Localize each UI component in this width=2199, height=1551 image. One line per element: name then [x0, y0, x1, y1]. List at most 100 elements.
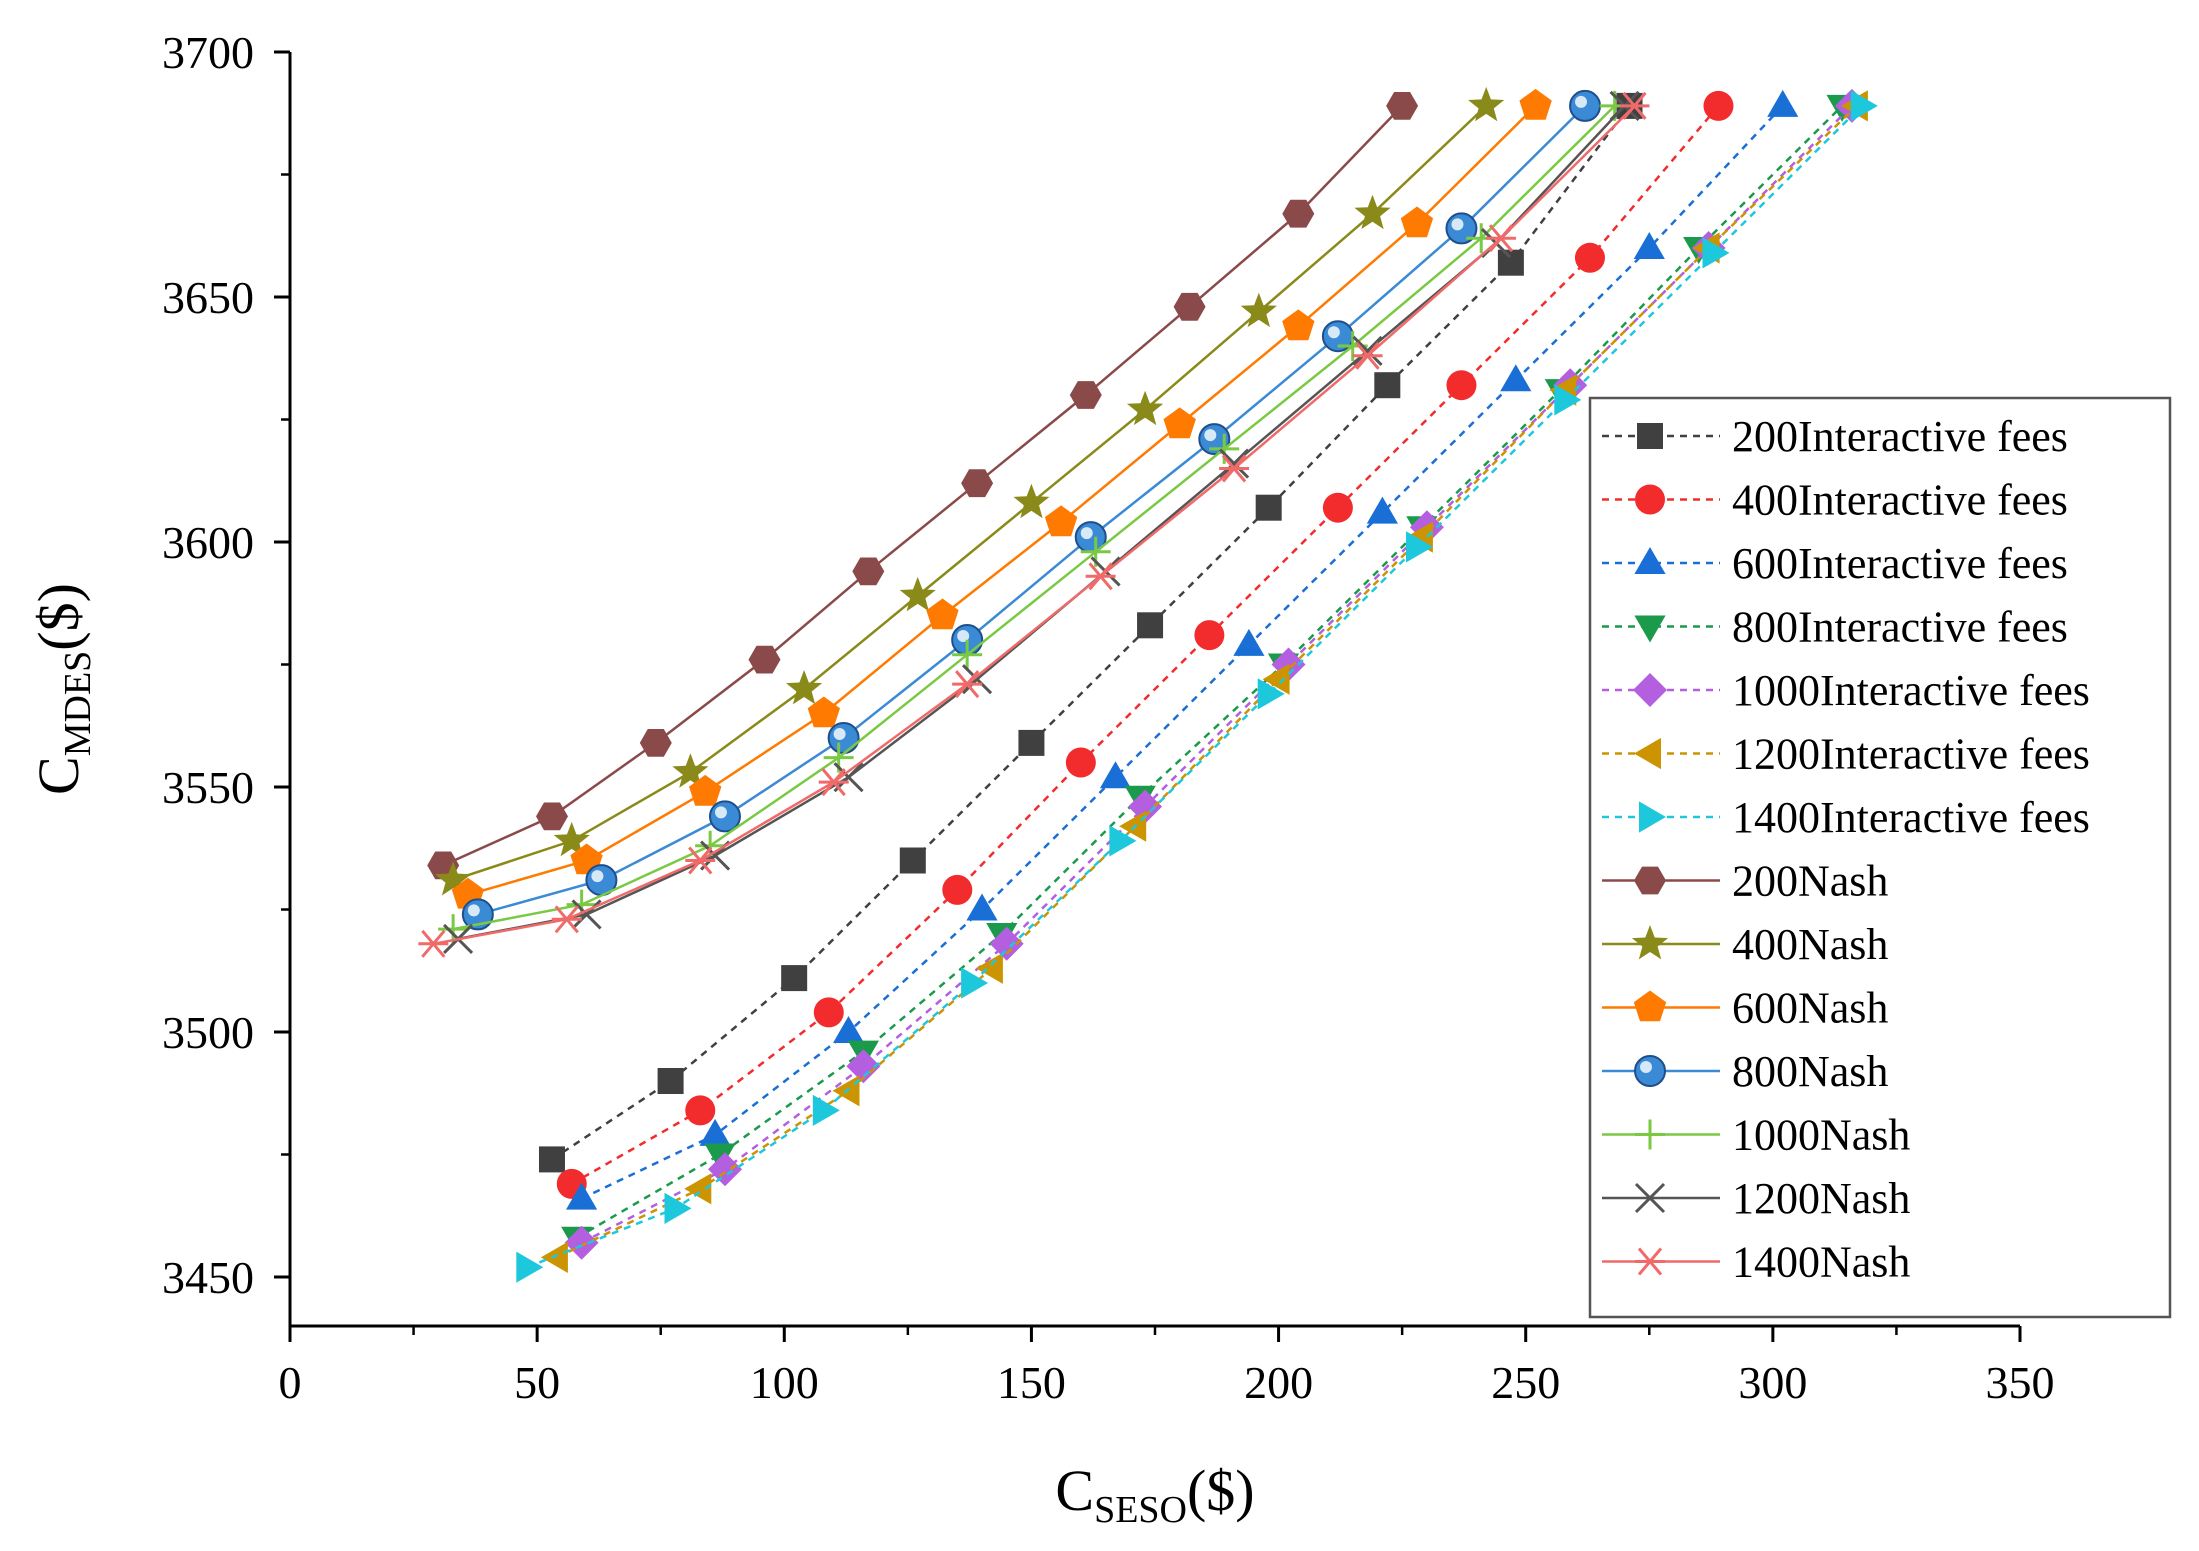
- data-point: [1173, 292, 1206, 321]
- data-point: [1703, 90, 1734, 121]
- legend-label: 200Nash: [1732, 857, 1888, 906]
- legend-item: 1200Interactive fees: [1602, 730, 2090, 779]
- x-tick-label: 100: [750, 1357, 819, 1408]
- legend-label: 800Nash: [1732, 1047, 1888, 1096]
- data-point: [1366, 496, 1398, 524]
- data-point: [899, 847, 926, 874]
- data-point: [1322, 492, 1353, 523]
- data-point: [664, 1192, 692, 1224]
- data-point: [1198, 423, 1231, 456]
- data-point: [1574, 242, 1605, 273]
- data-point: [1767, 89, 1799, 117]
- data-point: [961, 967, 989, 999]
- x-tick-label: 0: [279, 1357, 302, 1408]
- legend-label: 1400Interactive fees: [1732, 793, 2090, 842]
- data-point: [1262, 663, 1290, 695]
- legend-item: 400Interactive fees: [1602, 476, 2068, 525]
- x-tick-label: 350: [1986, 1357, 2055, 1408]
- x-tick-label: 200: [1244, 1357, 1313, 1408]
- legend-marker: [1634, 1055, 1666, 1087]
- data-point: [1633, 232, 1665, 259]
- y-tick-label: 3650: [162, 272, 254, 323]
- y-ticks: 3450 3500 3550 3600 3650 3700: [162, 27, 290, 1303]
- y-tick-label: 3700: [162, 27, 254, 78]
- data-point: [1119, 810, 1147, 842]
- data-point: [1163, 407, 1196, 439]
- data-point: [1400, 206, 1434, 238]
- data-point: [1486, 224, 1516, 253]
- data-point: [1257, 678, 1285, 710]
- series-600nash: [451, 88, 1552, 909]
- series-line: [452, 104, 1488, 882]
- data-point: [942, 874, 973, 905]
- data-point: [899, 576, 936, 612]
- legend-item: 1200Nash: [1602, 1174, 1910, 1223]
- data-point: [812, 1094, 840, 1126]
- data-point: [952, 639, 983, 670]
- legend-box: [1588, 396, 2172, 1319]
- legend-label: 400Nash: [1732, 920, 1888, 969]
- legend: 200Interactive fees 400Interactive fees 60…: [1588, 396, 2172, 1319]
- legend-item: 200Nash: [1602, 857, 1888, 906]
- data-point: [1406, 531, 1433, 563]
- data-point: [708, 800, 741, 833]
- data-point: [585, 864, 618, 897]
- data-point: [516, 1251, 544, 1283]
- sphere-highlight: [467, 904, 480, 917]
- legend-item: 600Interactive fees: [1602, 539, 2068, 588]
- data-point: [566, 1182, 598, 1210]
- series-line: [467, 105, 1537, 897]
- series-1400nash: [418, 91, 1650, 958]
- data-point: [1374, 372, 1401, 399]
- data-point: [1194, 620, 1225, 651]
- data-point: [1354, 194, 1391, 230]
- legend-marker: [1631, 925, 1669, 960]
- series-800nash: [461, 89, 1602, 931]
- legend-label: 1400Nash: [1732, 1238, 1910, 1287]
- data-point: [689, 774, 722, 806]
- data-point: [827, 722, 860, 754]
- data-point: [852, 557, 885, 586]
- legend-item: 800Interactive fees: [1602, 603, 2068, 652]
- x-axis-title: CSESO($): [1055, 1458, 1254, 1531]
- data-point: [1044, 505, 1078, 537]
- data-point: [538, 1146, 565, 1173]
- data-point: [435, 861, 472, 896]
- series-400interactive-fees: [556, 90, 1734, 1199]
- data-point: [1569, 89, 1602, 122]
- series-1400interactive-fees: [516, 90, 1878, 1283]
- data-point: [1497, 249, 1524, 276]
- data-point: [1282, 309, 1315, 341]
- legend-label: 1200Interactive fees: [1732, 730, 2090, 779]
- data-point: [748, 645, 781, 674]
- legend-item: 1400Nash: [1602, 1238, 1910, 1287]
- data-point: [1386, 92, 1419, 120]
- data-point: [1255, 494, 1282, 521]
- x-ticks: 0 50 100 150 200 250 300 350: [279, 1326, 2055, 1408]
- y-tick-label: 3600: [162, 517, 254, 568]
- sphere-highlight: [833, 728, 846, 740]
- series-line: [581, 105, 1853, 1244]
- legend-marker: [1634, 866, 1666, 895]
- data-point: [564, 1225, 599, 1260]
- data-point: [781, 965, 808, 992]
- data-point: [536, 802, 568, 831]
- series-line: [581, 105, 1784, 1200]
- data-point: [1352, 341, 1383, 370]
- axes: 0 50 100 150 200 250 300 350 3450 3500 3550 3600 36…: [162, 27, 2055, 1408]
- data-point: [1233, 628, 1265, 656]
- data-point: [1085, 562, 1116, 591]
- legend-marker: [1634, 1182, 1666, 1214]
- data-point: [699, 1118, 731, 1146]
- legend-item: 800Nash: [1602, 1047, 1888, 1096]
- series-line: [551, 105, 1631, 1161]
- sphere-highlight: [957, 630, 970, 642]
- legend-marker: [1634, 547, 1666, 574]
- data-point: [1137, 612, 1164, 639]
- legend-label: 600Interactive fees: [1732, 539, 2068, 588]
- data-point: [553, 821, 590, 857]
- legend-label: 600Nash: [1732, 984, 1888, 1033]
- y-tick-label: 3450: [162, 1252, 254, 1303]
- x-tick-label: 300: [1738, 1357, 1807, 1408]
